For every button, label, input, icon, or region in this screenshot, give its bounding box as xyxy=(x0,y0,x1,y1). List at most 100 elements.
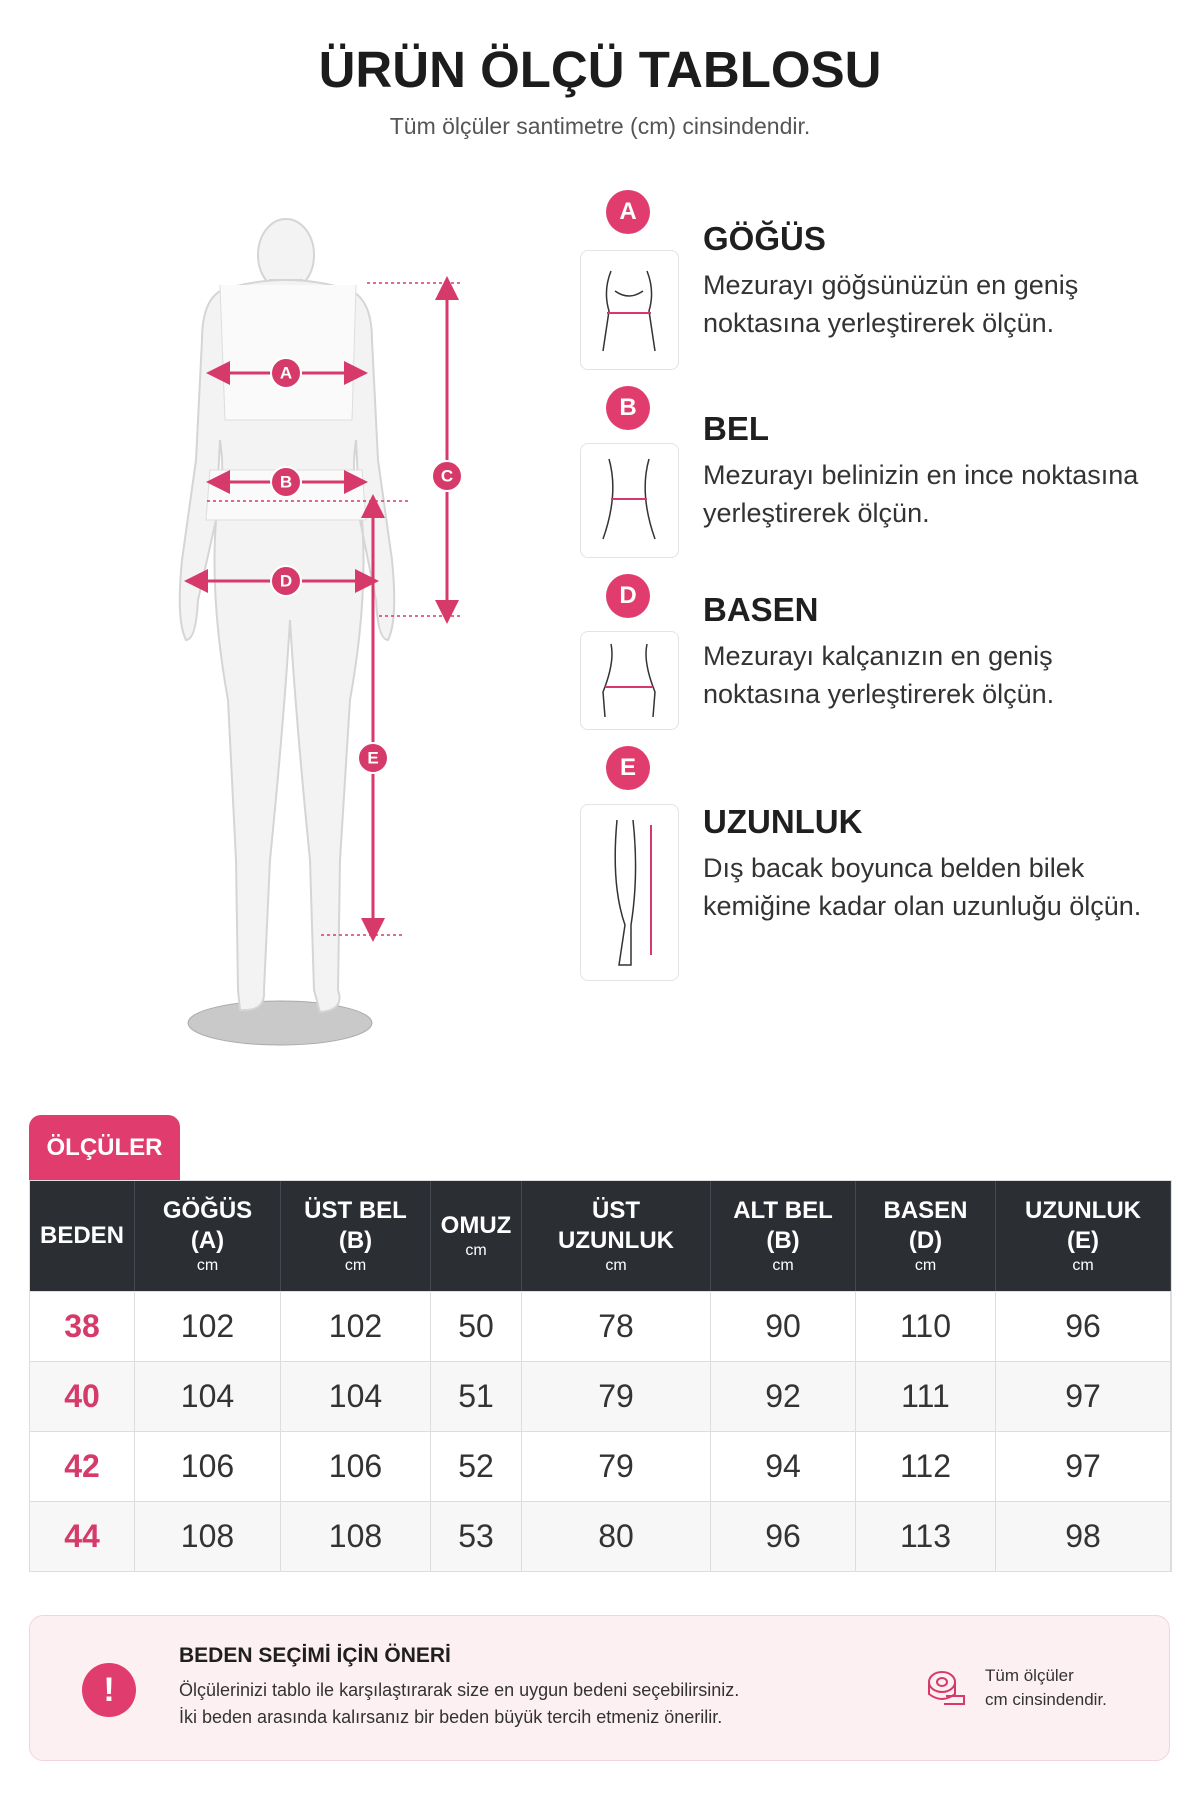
icon-drawing xyxy=(602,643,656,718)
table-tab: ÖLÇÜLER xyxy=(29,1115,180,1181)
header-unit: cm xyxy=(605,1257,627,1274)
header-unit: cm xyxy=(344,1257,367,1274)
header-line: ÜST BEL xyxy=(304,1197,407,1224)
table-cell: 52 xyxy=(431,1431,522,1501)
table-cell: 90 xyxy=(711,1291,856,1361)
header-line: ÜST xyxy=(592,1197,640,1224)
guide-letter: D xyxy=(606,574,650,618)
table-cell: 78 xyxy=(522,1291,711,1361)
header-line: (D) xyxy=(908,1227,943,1254)
table-cell: 80 xyxy=(522,1501,711,1571)
header-line: BASEN xyxy=(883,1197,968,1224)
column-header: BEDEN xyxy=(30,1181,135,1291)
table-cell: 112 xyxy=(856,1431,996,1501)
table-cell: 53 xyxy=(431,1501,522,1571)
note-line: İki beden arasında kalırsanız bir beden … xyxy=(179,1707,723,1727)
table-cell: 102 xyxy=(135,1291,281,1361)
note-line: Ölçülerinizi tablo ile karşılaştırarak s… xyxy=(179,1680,740,1700)
advice-box: ! BEDEN SEÇİMİ İÇİN ÖNERİ Ölçülerinizi t… xyxy=(29,1615,1170,1761)
table-cell: 108 xyxy=(135,1501,281,1571)
size-cell: 42 xyxy=(30,1431,135,1501)
guide-icon xyxy=(580,443,679,558)
table-cell: 50 xyxy=(431,1291,522,1361)
figure-label: E xyxy=(367,749,378,768)
guide-text: Dış bacak boyunca belden bilek xyxy=(703,853,1085,883)
header-line: ALT BEL xyxy=(733,1197,833,1224)
note-title: BEDEN SEÇİMİ İÇİN ÖNERİ xyxy=(179,1644,451,1667)
guide-text: Mezurayı göğsünüzün en geniş xyxy=(703,270,1079,300)
column-header: UZUNLUK (E) cm xyxy=(996,1181,1171,1291)
table-cell: 97 xyxy=(996,1361,1171,1431)
header-unit: cm xyxy=(914,1257,937,1274)
column-header: BASEN (D) cm xyxy=(856,1181,996,1291)
column-header: GÖĞÜS (A) cm xyxy=(135,1181,281,1291)
guide-text: Mezurayı belinizin en ince noktasına xyxy=(703,460,1139,490)
column-header: ÜST UZUNLUK cm xyxy=(522,1181,711,1291)
table-cell: 79 xyxy=(522,1361,711,1431)
table-cell: 104 xyxy=(281,1361,431,1431)
figure-label: A xyxy=(280,364,292,383)
icon-drawing xyxy=(614,819,652,966)
table-cell: 110 xyxy=(856,1291,996,1361)
header-line: (E) xyxy=(1067,1227,1099,1254)
guide-icon xyxy=(580,804,679,981)
guide-text: kemiğine kadar olan uzunluğu ölçün. xyxy=(703,891,1142,921)
figure-label: C xyxy=(441,467,453,486)
guide-text: yerleştirerek ölçün. xyxy=(703,498,930,528)
table-cell: 79 xyxy=(522,1431,711,1501)
mannequin-figure: A B C D E xyxy=(178,218,463,1046)
header-unit: cm xyxy=(196,1257,219,1274)
subtitle: Tüm ölçüler santimetre (cm) cinsindendir… xyxy=(389,113,811,139)
note-side: Tüm ölçüler xyxy=(985,1666,1074,1685)
guide-letter: A xyxy=(606,190,650,234)
guide-letter: B xyxy=(606,386,650,430)
icon-drawing xyxy=(602,270,656,352)
guide-icon xyxy=(580,631,679,730)
header-line: UZUNLUK xyxy=(1025,1197,1141,1224)
header-unit: cm xyxy=(465,1242,487,1259)
column-header: OMUZ cm xyxy=(431,1181,522,1291)
header-line: OMUZ xyxy=(440,1212,512,1239)
table-cell: 106 xyxy=(135,1431,281,1501)
size-table: BEDEN GÖĞÜS (A) cm ÜST BEL (B) cm OMUZ cm ÜST UZUN… xyxy=(29,1180,1172,1572)
table-cell: 97 xyxy=(996,1431,1171,1501)
size-cell: 44 xyxy=(30,1501,135,1571)
guide-title: UZUNLUK xyxy=(703,803,863,840)
table-cell: 96 xyxy=(996,1291,1171,1361)
header-line: GÖĞÜS xyxy=(162,1197,253,1224)
icon-drawing xyxy=(602,458,656,540)
guide-text: Mezurayı kalçanızın en geniş xyxy=(703,641,1053,671)
table-cell: 92 xyxy=(711,1361,856,1431)
header-line: (B) xyxy=(766,1227,800,1254)
guide-icon xyxy=(580,250,679,370)
table-cell: 113 xyxy=(856,1501,996,1571)
title: ÜRÜN ÖLÇÜ TABLOSU xyxy=(318,41,882,98)
size-cell: 40 xyxy=(30,1361,135,1431)
guide-title: BEL xyxy=(703,410,769,447)
table-cell: 106 xyxy=(281,1431,431,1501)
table-cell: 104 xyxy=(135,1361,281,1431)
table-cell: 98 xyxy=(996,1501,1171,1571)
header-line: (A) xyxy=(190,1227,225,1254)
guide-title: GÖĞÜS xyxy=(703,220,826,257)
header-line: BEDEN xyxy=(39,1222,124,1249)
guide-text: noktasına yerleştirerek ölçün. xyxy=(703,679,1055,709)
column-header: ALT BEL (B) cm xyxy=(711,1181,856,1291)
size-cell: 38 xyxy=(30,1291,135,1361)
column-header: ÜST BEL (B) cm xyxy=(281,1181,431,1291)
table-cell: 96 xyxy=(711,1501,856,1571)
figure-label: B xyxy=(280,473,292,492)
guide-text: noktasına yerleştirerek ölçün. xyxy=(703,308,1055,338)
header-line: (B) xyxy=(338,1227,373,1254)
table-cell: 102 xyxy=(281,1291,431,1361)
table-cell: 108 xyxy=(281,1501,431,1571)
alert-icon: ! xyxy=(82,1663,136,1717)
header-line: UZUNLUK xyxy=(558,1227,674,1254)
guide-letter: E xyxy=(606,746,650,790)
table-cell: 51 xyxy=(431,1361,522,1431)
table-cell: 111 xyxy=(856,1361,996,1431)
header-unit: cm xyxy=(1072,1257,1094,1274)
table-cell: 94 xyxy=(711,1431,856,1501)
note-side: cm cinsindendir. xyxy=(985,1690,1107,1709)
